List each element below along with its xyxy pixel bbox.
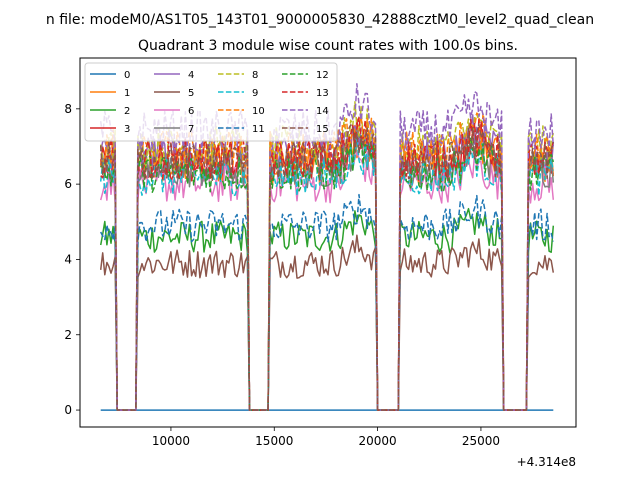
y-tick-label: 8 <box>64 102 72 116</box>
legend-label-6: 6 <box>188 106 194 117</box>
legend-label-5: 5 <box>188 88 194 99</box>
series-line-9 <box>99 138 555 411</box>
legend-label-11: 11 <box>252 124 265 135</box>
legend-label-3: 3 <box>124 124 130 135</box>
y-tick-label: 4 <box>64 252 72 266</box>
y-axis: 0 2 4 6 8 <box>64 102 80 417</box>
legend-label-1: 1 <box>124 88 130 99</box>
legend-label-4: 4 <box>188 70 194 81</box>
legend-label-14: 14 <box>316 106 329 117</box>
legend-label-13: 13 <box>316 88 329 99</box>
legend-label-8: 8 <box>252 70 258 81</box>
legend-label-7: 7 <box>188 124 194 135</box>
x-tick-label: 20000 <box>359 434 397 448</box>
x-offset-label: +4.314e8 <box>517 455 576 469</box>
series-line-5 <box>99 234 555 411</box>
legend-box <box>84 62 338 142</box>
chart-title: Quadrant 3 module wise count rates with … <box>138 38 518 54</box>
legend-label-15: 15 <box>316 124 329 135</box>
legend-label-0: 0 <box>124 70 130 81</box>
series-line-15 <box>99 123 555 411</box>
y-tick-label: 6 <box>64 177 72 191</box>
x-tick-label: 15000 <box>255 434 293 448</box>
legend-label-9: 9 <box>252 88 258 99</box>
x-tick-label: 10000 <box>152 434 190 448</box>
legend-label-10: 10 <box>252 106 265 117</box>
x-tick-label: 25000 <box>462 434 500 448</box>
legend-label-12: 12 <box>316 70 329 81</box>
series-line-11 <box>100 193 555 411</box>
x-axis: 10000 15000 20000 25000 <box>152 427 500 448</box>
series-line-7 <box>99 127 555 411</box>
suptitle: n file: modeM0/AS1T05_143T01_9000005830_… <box>46 12 594 28</box>
series-line-6 <box>99 151 555 411</box>
series-line-13 <box>100 116 555 411</box>
plot-frame <box>79 57 577 428</box>
y-tick-label: 2 <box>64 328 72 342</box>
y-tick-label: 0 <box>64 403 72 417</box>
series-layer <box>99 83 555 411</box>
series-line-12 <box>100 131 555 411</box>
legend-label-2: 2 <box>124 106 130 117</box>
